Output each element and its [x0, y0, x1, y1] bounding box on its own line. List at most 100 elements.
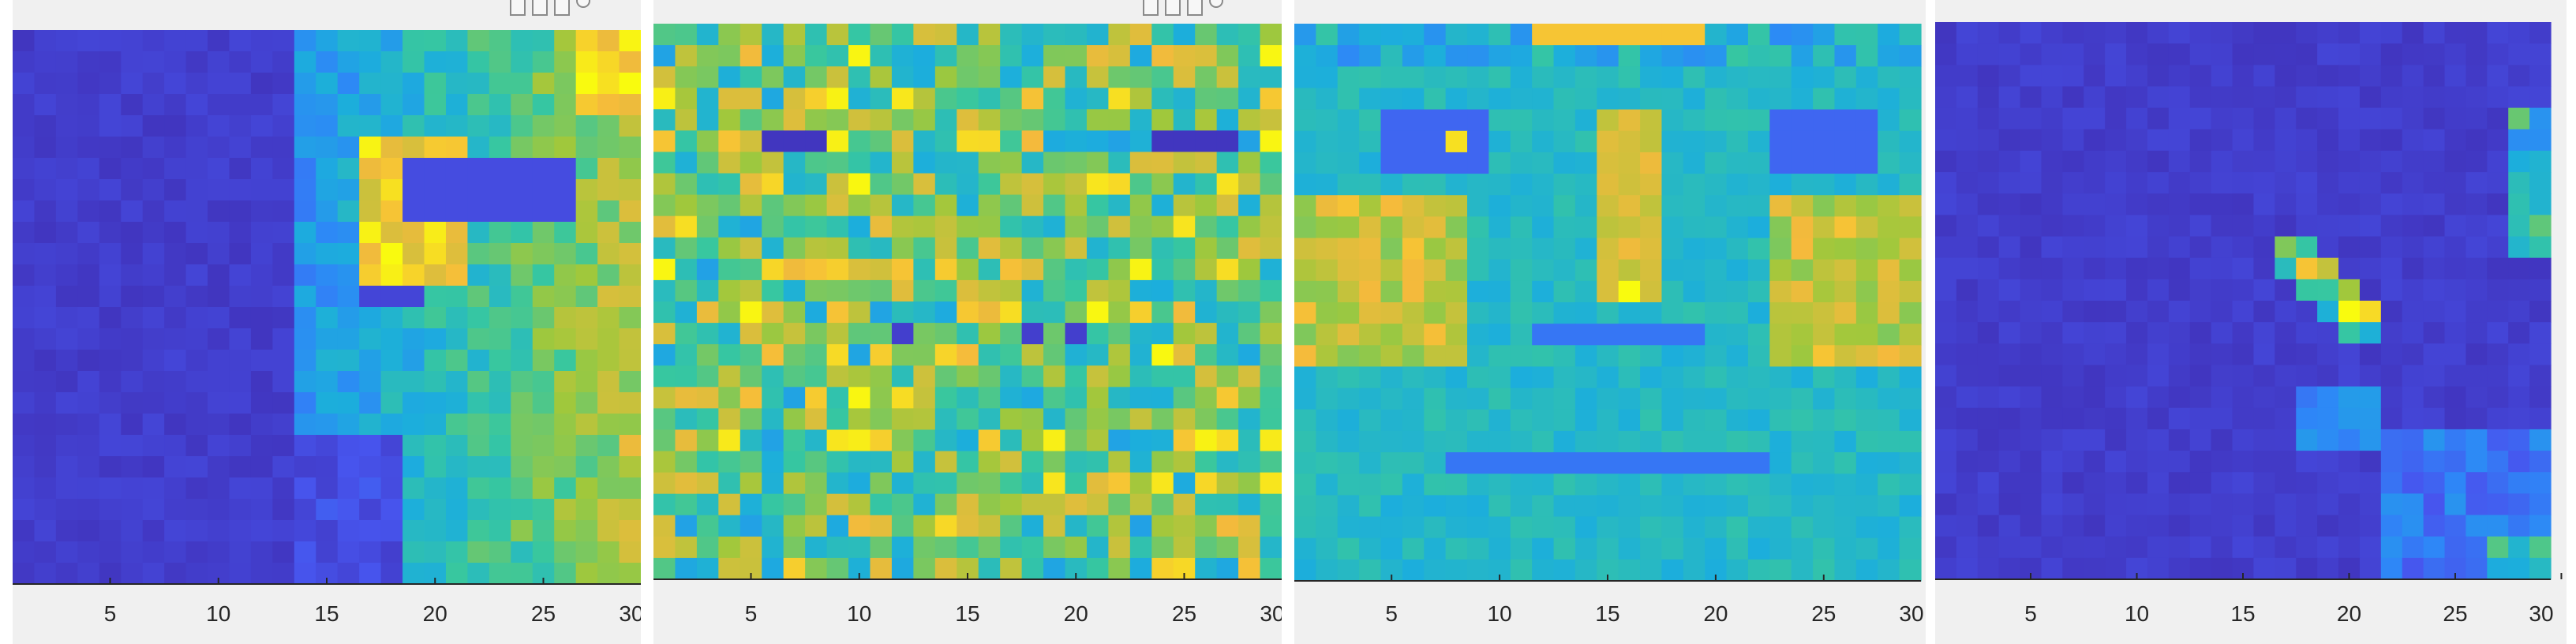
heatmap-cell	[1129, 152, 1152, 174]
heatmap-cell	[2359, 343, 2382, 366]
heatmap-cell	[1380, 259, 1403, 282]
heatmap-cell	[597, 350, 620, 372]
heatmap-cell	[2189, 86, 2212, 109]
heatmap-cell	[554, 94, 577, 116]
heatmap-cell	[1424, 366, 1447, 389]
heatmap-cell	[554, 541, 577, 564]
save-icon[interactable]	[510, 0, 526, 16]
heatmap-cell	[337, 350, 360, 372]
heatmap-plot-1[interactable]	[13, 0, 641, 644]
pan-icon[interactable]	[554, 0, 570, 16]
heatmap-cell	[2126, 301, 2148, 323]
heatmap-cell	[1510, 130, 1533, 153]
heatmap-plot-3[interactable]	[1294, 0, 1926, 644]
heatmap-cell	[2126, 43, 2148, 66]
heatmap-cell	[294, 94, 316, 116]
heatmap-cell	[2529, 429, 2552, 451]
heatmap-cell	[675, 173, 698, 196]
heatmap-cell	[575, 51, 598, 73]
heatmap-plot-4[interactable]	[1935, 0, 2567, 644]
heatmap-cell	[2359, 301, 2382, 323]
heatmap-cell	[34, 73, 57, 95]
heatmap-cell	[619, 286, 641, 308]
heatmap-cell	[1769, 388, 1792, 410]
heatmap-cell	[554, 200, 577, 223]
heatmap-cell	[2020, 536, 2042, 559]
insert-icon[interactable]	[1165, 0, 1181, 16]
heatmap-cell	[121, 158, 144, 180]
heatmap-cell	[337, 392, 360, 414]
heatmap-cell	[1467, 345, 1490, 368]
heatmap-cell	[13, 51, 36, 73]
heatmap-cell	[848, 365, 871, 388]
heatmap-cell	[1553, 324, 1576, 346]
zoom-icon[interactable]	[1209, 0, 1223, 8]
heatmap-cell	[489, 200, 511, 223]
heatmap-cell	[467, 51, 490, 73]
heatmap-cell	[1151, 173, 1174, 196]
heatmap-cell	[1956, 22, 1979, 44]
heatmap-cell	[489, 328, 511, 350]
heatmap-cell	[164, 222, 187, 244]
heatmap-cell	[1532, 474, 1555, 496]
heatmap-cell	[1998, 322, 2021, 344]
heatmap-cell	[185, 477, 208, 500]
heatmap-cell	[1316, 88, 1339, 110]
heatmap-cell	[1878, 45, 1900, 67]
heatmap-cell	[1956, 150, 1979, 173]
heatmap-cell	[2020, 407, 2042, 430]
heatmap-cell	[1260, 152, 1282, 174]
heatmap-cell	[653, 323, 676, 345]
pan-icon[interactable]	[1187, 0, 1203, 16]
heatmap-cell	[1108, 323, 1131, 345]
heatmap-cell	[1151, 24, 1174, 46]
heatmap-cell	[164, 243, 187, 265]
heatmap-cell	[1151, 451, 1174, 474]
save-icon[interactable]	[1143, 0, 1159, 16]
heatmap-cell	[805, 215, 828, 238]
heatmap-cell	[142, 392, 165, 414]
heatmap-cell	[121, 115, 144, 137]
heatmap-cell	[2105, 536, 2127, 559]
heatmap-cell	[359, 328, 382, 350]
heatmap-cell	[783, 237, 806, 260]
heatmap-cell	[783, 194, 806, 217]
heatmap-cell	[1043, 493, 1066, 516]
heatmap-cell	[2359, 493, 2382, 516]
heatmap-cell	[1021, 279, 1044, 302]
heatmap-plot-2[interactable]	[653, 0, 1282, 644]
heatmap-cell	[718, 451, 741, 474]
heatmap-cell	[55, 541, 78, 564]
heatmap-cell	[1402, 388, 1425, 410]
heatmap-cell	[1445, 88, 1468, 110]
heatmap-cell	[1998, 365, 2021, 388]
heatmap-cell	[1855, 238, 1878, 260]
heatmap-cell	[2508, 236, 2530, 259]
heatmap-cell	[934, 152, 957, 174]
heatmap-cell	[1834, 495, 1857, 518]
heatmap-cell	[739, 45, 762, 67]
heatmap-cell	[2232, 150, 2255, 173]
heatmap-cell	[1683, 409, 1705, 432]
heatmap-cell	[2253, 515, 2275, 537]
insert-icon[interactable]	[532, 0, 548, 16]
heatmap-cell	[1834, 66, 1857, 89]
heatmap-cell	[55, 243, 78, 265]
heatmap-cell	[1878, 495, 1900, 518]
heatmap-cell	[13, 499, 36, 521]
heatmap-cell	[913, 152, 936, 174]
heatmap-cell	[848, 323, 871, 345]
heatmap-cell	[1899, 430, 1922, 453]
heatmap-cell	[597, 222, 620, 244]
zoom-icon[interactable]	[576, 0, 590, 8]
heatmap-cell	[1791, 474, 1814, 496]
heatmap-cell	[1510, 259, 1533, 282]
heatmap-cell	[783, 152, 806, 174]
heatmap-cell	[1998, 536, 2021, 559]
heatmap-cell	[2338, 65, 2361, 88]
heatmap-cell	[2508, 257, 2530, 280]
heatmap-cell	[870, 515, 893, 537]
heatmap-cell	[1769, 345, 1792, 368]
heatmap-cell	[185, 286, 208, 308]
heatmap-cell	[1532, 388, 1555, 410]
